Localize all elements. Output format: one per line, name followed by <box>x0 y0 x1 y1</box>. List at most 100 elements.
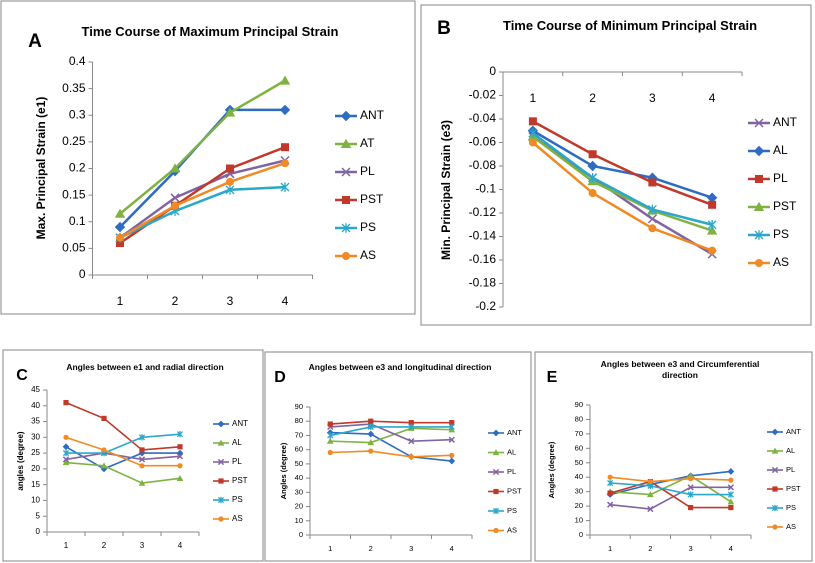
legend-label: AL <box>232 438 242 447</box>
marker <box>367 430 375 438</box>
marker <box>171 201 179 210</box>
marker <box>708 246 717 255</box>
series-line <box>532 120 713 206</box>
legend-label: PS <box>786 503 796 512</box>
y-tick-label: 50 <box>575 458 583 467</box>
marker <box>226 164 234 173</box>
y-tick-label: 10 <box>31 496 40 505</box>
legend-label: PL <box>773 171 788 185</box>
x-tick-label: 3 <box>689 544 693 553</box>
series-line <box>330 420 452 425</box>
marker <box>217 458 225 466</box>
chart-title: Time Course of Minimum Principal Strain <box>502 18 758 33</box>
panel-label: A <box>28 31 42 52</box>
y-axis-label: Min. Principal Strain (e3) <box>439 120 453 260</box>
y-tick-label: 60 <box>575 443 583 452</box>
y-tick-label: -0.12 <box>469 205 497 219</box>
marker <box>688 504 694 511</box>
x-tick-label: 1 <box>117 294 124 308</box>
series-line <box>609 480 731 509</box>
y-tick-label: 0.2 <box>69 161 86 175</box>
marker <box>138 456 146 463</box>
series-line <box>119 79 286 215</box>
series-line <box>532 141 713 252</box>
series-line <box>119 185 286 239</box>
panel-frame <box>0 0 416 315</box>
marker <box>326 437 334 444</box>
y-tick-label: 70 <box>295 430 303 439</box>
series-line <box>610 474 732 503</box>
marker <box>606 501 614 508</box>
x-tick-label: 1 <box>608 544 612 553</box>
y-tick-label: 20 <box>295 502 303 511</box>
marker <box>176 431 184 438</box>
marker <box>492 507 500 515</box>
marker <box>327 449 333 456</box>
panel-label: E <box>547 369 558 386</box>
legend-label: PST <box>507 486 522 495</box>
x-tick-label: 2 <box>102 541 107 550</box>
marker <box>279 104 291 116</box>
marker <box>493 527 499 534</box>
x-tick-label: 4 <box>282 294 289 308</box>
marker <box>688 476 694 482</box>
marker <box>448 457 456 465</box>
marker <box>492 429 500 437</box>
marker <box>493 488 499 495</box>
marker <box>588 150 597 159</box>
x-tick-label: 2 <box>369 544 373 553</box>
legend-label: ANT <box>507 428 522 437</box>
series-line <box>65 452 181 461</box>
marker <box>755 259 763 267</box>
y-tick-label: 0.4 <box>69 54 86 68</box>
marker <box>588 189 597 198</box>
marker <box>217 496 225 504</box>
legend-label: AL <box>507 447 516 456</box>
x-tick-label: 1 <box>64 541 69 550</box>
marker <box>340 138 352 148</box>
y-tick-label: 40 <box>295 473 303 482</box>
marker <box>727 468 735 475</box>
series-line <box>65 401 181 451</box>
marker <box>647 214 657 224</box>
y-tick-label: -0.04 <box>469 111 497 125</box>
series-line <box>119 108 285 228</box>
marker <box>342 196 350 204</box>
marker <box>279 75 291 85</box>
chart-title: Time Course of Maximum Principal Strain <box>81 24 339 39</box>
legend-label: AL <box>786 446 795 455</box>
marker <box>340 110 352 122</box>
legend-label: PST <box>786 484 801 493</box>
y-tick-label: -0.16 <box>469 252 497 266</box>
marker <box>771 466 779 474</box>
series-line <box>610 486 731 510</box>
marker <box>706 192 718 203</box>
y-axis-label: angles (degree) <box>16 431 25 490</box>
legend-label: AS <box>786 522 796 531</box>
marker <box>280 182 290 192</box>
marker <box>727 491 734 498</box>
y-tick-label: 0.05 <box>62 241 86 255</box>
marker <box>687 484 694 491</box>
legend-label: AS <box>773 255 789 269</box>
y-tick-label: 25 <box>31 448 40 457</box>
y-tick-label: 20 <box>31 464 40 473</box>
y-tick-label: 0 <box>79 267 86 281</box>
series-line <box>532 135 713 232</box>
marker <box>217 439 225 446</box>
legend-label: AS <box>360 248 376 262</box>
marker <box>176 474 184 481</box>
marker <box>753 201 765 211</box>
marker <box>281 143 289 152</box>
marker <box>755 175 763 183</box>
marker <box>708 200 717 209</box>
panel-frame <box>2 349 264 562</box>
y-tick-label: 90 <box>575 400 583 409</box>
legend-label: AL <box>773 143 788 157</box>
marker <box>753 145 765 157</box>
x-tick-label: 4 <box>729 544 733 553</box>
marker <box>408 438 415 445</box>
series-line <box>610 476 731 483</box>
marker <box>342 252 350 260</box>
marker <box>367 439 375 446</box>
